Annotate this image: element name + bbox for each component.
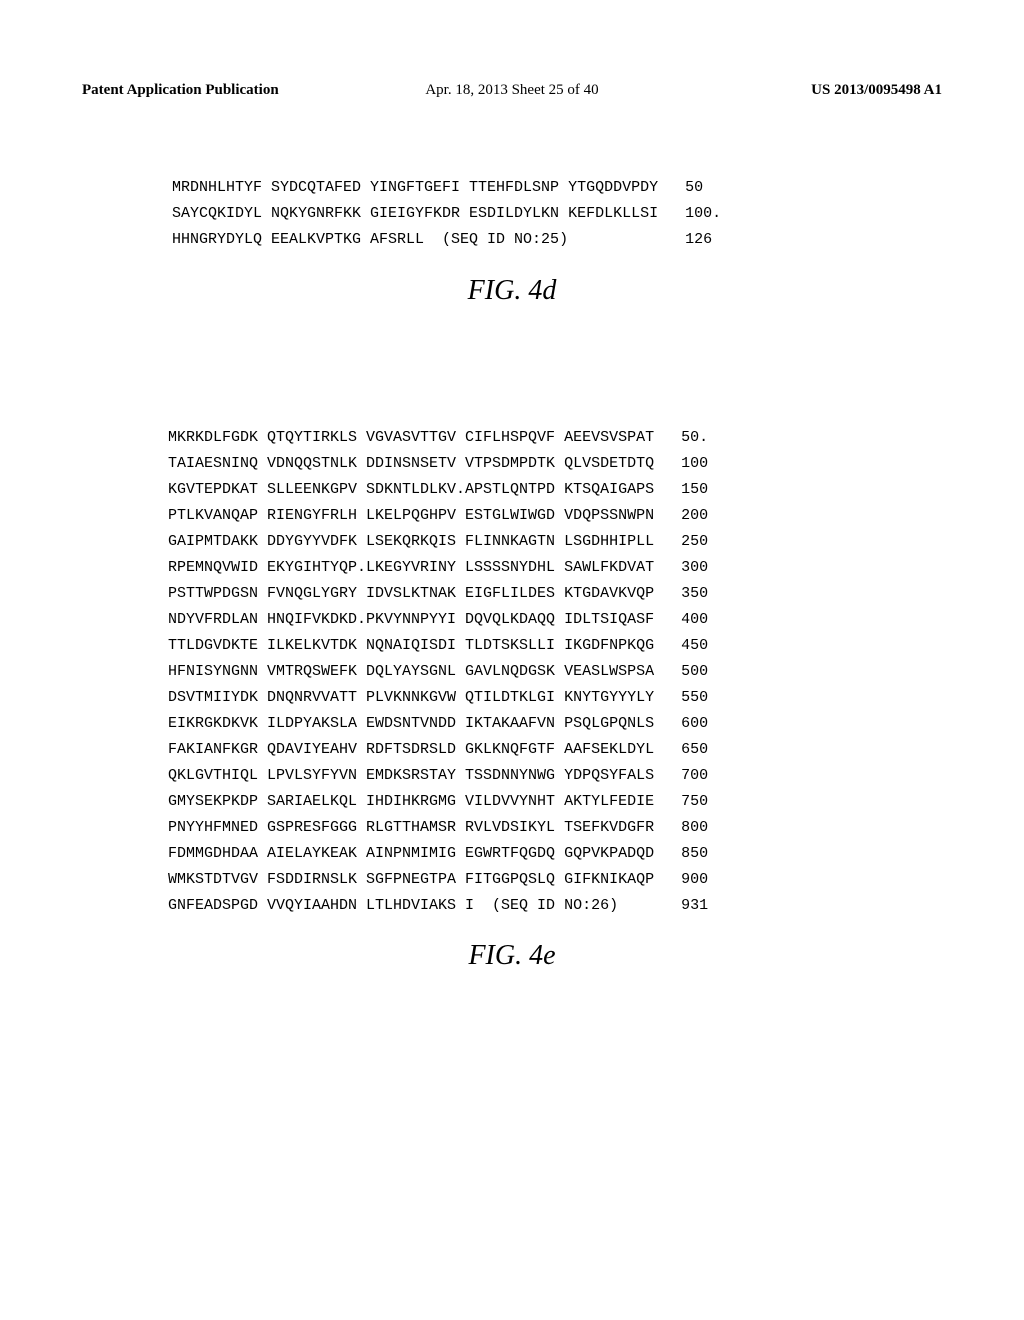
header-publication-type: Patent Application Publication	[82, 82, 279, 99]
header-publication-number: US 2013/0095498 A1	[811, 82, 942, 99]
sequence-block-fig4d: MRDNHLHTYF SYDCQTAFED YINGFTGEFI TTEHFDL…	[172, 175, 721, 253]
page-header: Patent Application Publication Apr. 18, …	[82, 82, 942, 99]
sequence-block-fig4e: MKRKDLFGDK QTQYTIRKLS VGVASVTTGV CIFLHSP…	[168, 425, 708, 919]
header-date-sheet: Apr. 18, 2013 Sheet 25 of 40	[425, 82, 598, 99]
figure-caption-4e: FIG. 4e	[0, 940, 1024, 972]
figure-caption-4d: FIG. 4d	[0, 275, 1024, 307]
